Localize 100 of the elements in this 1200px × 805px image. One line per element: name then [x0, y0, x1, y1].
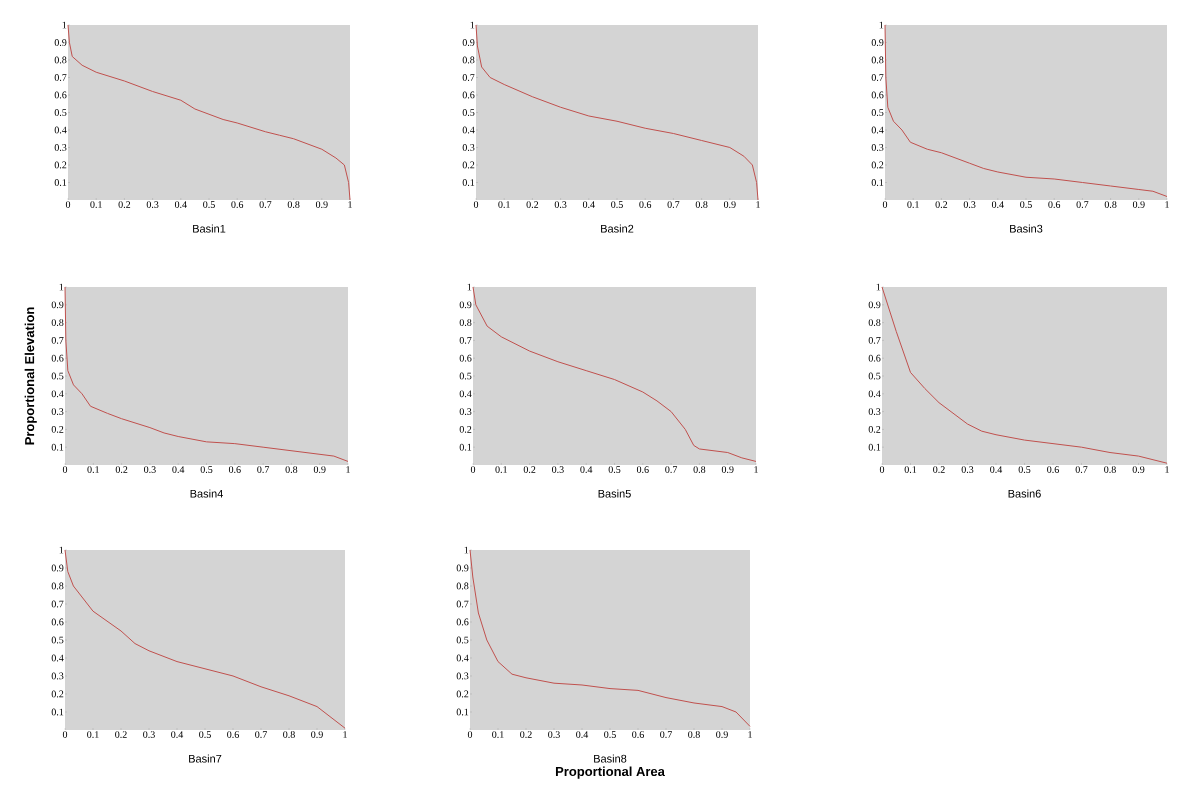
x-tick-label: 0.7 — [257, 466, 270, 473]
x-tick-label: 0.5 — [203, 201, 215, 208]
x-tick-label: 1 — [1165, 466, 1169, 473]
x-tick-label: 0.3 — [548, 731, 560, 738]
x-tick-label: 0 — [882, 201, 888, 208]
y-tick-label: 0.9 — [456, 564, 469, 572]
x-tick-label: 1 — [756, 201, 760, 208]
y-tick-label: 0.7 — [871, 74, 884, 81]
x-tick-label: 0.7 — [259, 201, 272, 208]
x-tick-label: 0.3 — [963, 201, 976, 208]
y-tick-label: 0.9 — [51, 301, 64, 309]
x-tick-label: 0.5 — [1020, 201, 1032, 208]
x-tick-label: 0.2 — [118, 201, 131, 208]
y-tick-label: 0.5 — [868, 372, 881, 380]
x-tick-label: 0.1 — [495, 466, 507, 473]
y-tick-label: 0.1 — [868, 443, 881, 451]
x-tick-label: 0.1 — [90, 201, 102, 208]
x-tick-label: 0.2 — [520, 731, 532, 738]
y-tick-label: 0.3 — [456, 672, 469, 680]
x-tick-label: 0.5 — [200, 466, 213, 473]
y-tick-label: 0.5 — [871, 109, 884, 116]
y-tick-label: 0.6 — [51, 354, 64, 362]
y-tick-label: 0.2 — [459, 425, 472, 433]
x-tick-label: 1 — [343, 731, 347, 738]
y-tick-label: 0.2 — [871, 161, 884, 169]
x-tick-label: 0 — [470, 466, 476, 473]
line-series — [64, 549, 346, 729]
y-tick-label: 0.2 — [54, 161, 67, 169]
x-tick-label: 0.2 — [115, 466, 128, 473]
x-tick-label: 0.3 — [552, 466, 564, 473]
y-tick-label: 1 — [62, 21, 67, 29]
x-tick-label: 0.4 — [990, 466, 1003, 473]
x-tick-label: 0.7 — [660, 731, 672, 738]
x-tick-label: 0.9 — [1132, 201, 1145, 208]
x-tick-label: 0 — [473, 201, 479, 208]
x-tick-label: 0.7 — [665, 466, 678, 473]
y-tick-label: 0.8 — [462, 56, 475, 64]
x-tick-label: 0.2 — [933, 466, 945, 473]
y-tick-label: 0.4 — [51, 654, 64, 662]
y-tick-label: 0.8 — [51, 319, 64, 326]
y-tick-label: 0.5 — [54, 109, 67, 116]
text: Basin5 — [598, 489, 631, 498]
x-tick-label: 0.8 — [693, 466, 706, 473]
y-tick-label: 0.3 — [51, 408, 64, 415]
y-tick-label: 1 — [876, 283, 881, 291]
x-tick-label: 0.4 — [580, 466, 593, 473]
y-tick-label: 0.9 — [871, 39, 884, 46]
x-tick-label: 0.9 — [315, 201, 328, 208]
x-tick-label: 0 — [62, 466, 68, 473]
y-tick-label: 0.7 — [462, 74, 475, 81]
x-tick-label: 0.1 — [904, 466, 917, 473]
y-tick-label: 0.4 — [462, 126, 475, 134]
y-tick-label: 0.3 — [462, 144, 475, 151]
x-tick-label: 0.9 — [311, 731, 323, 738]
y-tick-label: 0.4 — [459, 390, 472, 398]
y-tick-label: 0.4 — [51, 390, 64, 398]
text: Basin7 — [189, 754, 222, 763]
y-tick-label: 1 — [464, 546, 469, 554]
y-tick-label: 0.6 — [462, 91, 475, 99]
x-tick-label: 0.8 — [695, 201, 708, 208]
x-tick-label: 0.8 — [283, 731, 295, 738]
x-tick-label: 0.3 — [143, 731, 155, 738]
y-tick-label: 1 — [879, 21, 884, 29]
text: Basin6 — [1008, 489, 1041, 498]
y-tick-label: 1 — [59, 546, 64, 554]
x-tick-label: 0.2 — [935, 201, 948, 208]
y-tick-label: 0.5 — [462, 109, 475, 116]
x-tick-label: 0.5 — [611, 201, 623, 208]
x-tick-label: 0.6 — [1048, 201, 1061, 208]
x-tick-label: 0.6 — [639, 201, 652, 208]
x-tick-label: 0.5 — [199, 731, 211, 738]
x-tick-label: 0.3 — [961, 466, 974, 473]
x-tick-label: 0.2 — [526, 201, 539, 208]
y-tick-label: 1 — [467, 283, 472, 291]
x-tick-label: 0.8 — [1104, 201, 1117, 208]
x-tick-label: 0.5 — [604, 731, 616, 738]
x-tick-label: 0.4 — [582, 201, 595, 208]
y-tick-label: 0.7 — [459, 336, 472, 344]
y-tick-label: 0.8 — [54, 56, 67, 64]
x-tick-label: 0.8 — [285, 466, 298, 473]
x-tick-label: 0.6 — [228, 466, 241, 473]
y-tick-label: 0.7 — [54, 74, 67, 81]
x-tick-label: 0.2 — [523, 466, 536, 473]
x-tick-label: 1 — [754, 466, 758, 473]
x-tick-label: 0.9 — [1132, 466, 1145, 473]
y-tick-label: 0.3 — [51, 672, 64, 680]
y-tick-label: 0.3 — [868, 408, 881, 415]
y-tick-label: 0.7 — [868, 336, 881, 344]
x-tick-label: 0.4 — [171, 731, 184, 738]
y-tick-label: 0.4 — [456, 654, 469, 662]
y-tick-label: 0.5 — [459, 372, 472, 380]
x-tick-label: 0.1 — [87, 466, 99, 473]
y-tick-label: 0.5 — [51, 636, 64, 644]
x-tick-label: 0.1 — [907, 201, 919, 208]
y-tick-label: 0.7 — [51, 336, 64, 344]
y-tick-label: 0.9 — [54, 39, 67, 46]
y-tick-label: 0.1 — [456, 708, 469, 716]
y-tick-label: 0.7 — [456, 600, 469, 608]
y-tick-label: 0.1 — [462, 179, 475, 186]
line-series — [884, 24, 1168, 197]
